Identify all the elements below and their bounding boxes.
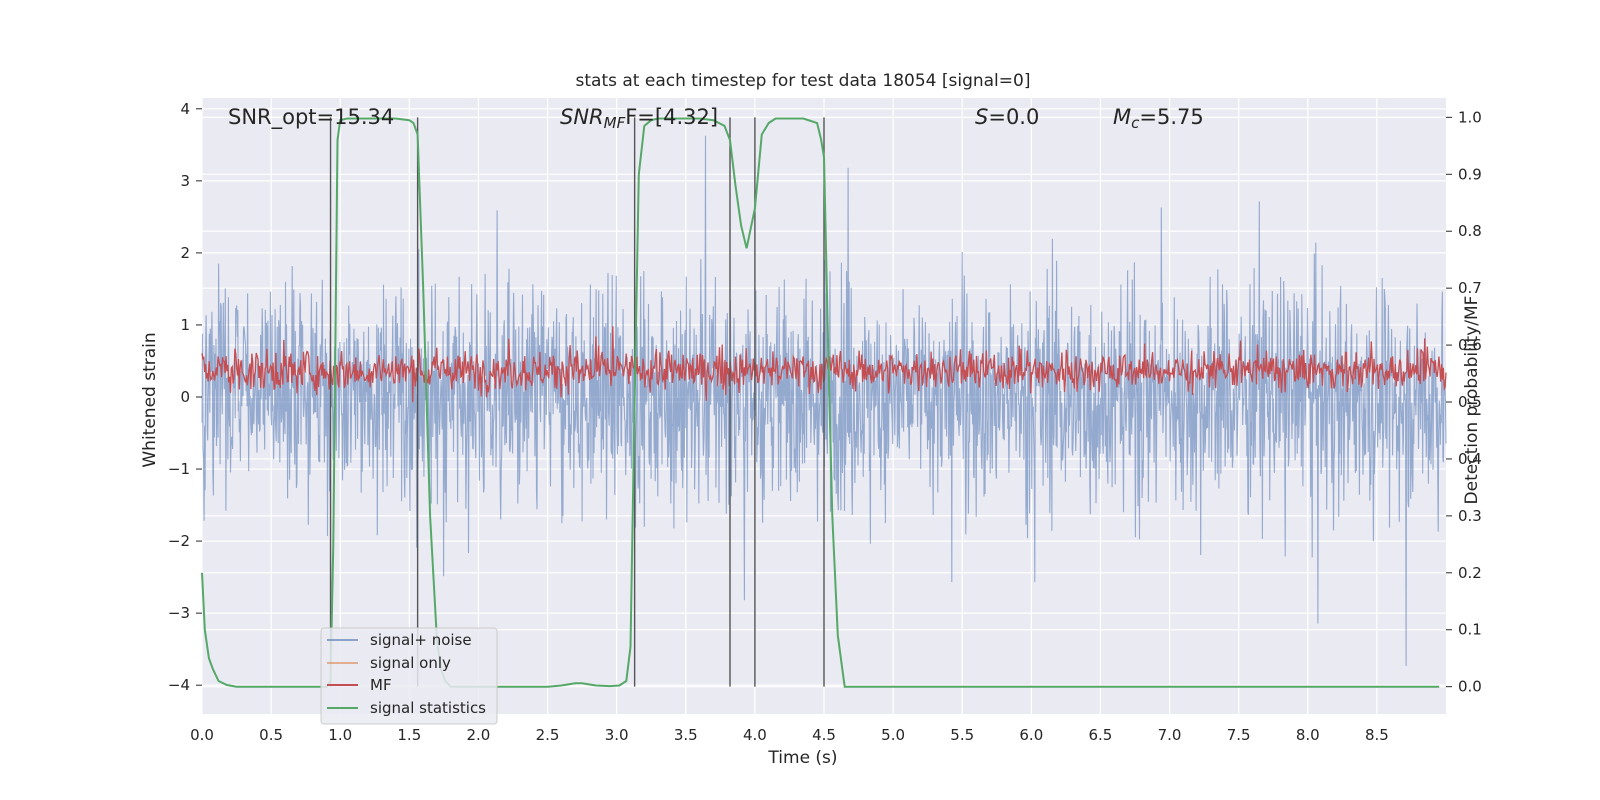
- annotation-snr-mf: SNRMFF=[4.32]: [560, 105, 718, 132]
- y-tick-label: −4: [168, 676, 190, 694]
- legend-box: [320, 627, 498, 725]
- mc-value: =5.75: [1139, 105, 1203, 129]
- y2-tick-label: 0.5: [1458, 393, 1482, 411]
- snr-mf-value: F=[4.32]: [625, 105, 718, 129]
- legend-label-stat: signal statistics: [370, 699, 486, 717]
- x-tick-label: 4.0: [743, 726, 767, 744]
- y2-tick-label: 0.1: [1458, 621, 1482, 639]
- x-tick-label: 3.5: [674, 726, 698, 744]
- y-tick-label: −2: [168, 532, 190, 550]
- y-tick-label: −3: [168, 604, 190, 622]
- annotation-s: S=0.0: [975, 105, 1039, 129]
- y-axis-label: Whitened strain: [140, 332, 160, 467]
- x-tick-label: 3.0: [605, 726, 629, 744]
- y2-tick-label: 0.0: [1458, 678, 1482, 696]
- snr-mf-subscript: MF: [604, 114, 626, 132]
- y-axis-right: 1.0 0.9 0.8 0.7 0.6 0.5 0.4 0.3 0.2 0.1 0.0: [1446, 108, 1482, 696]
- y2-axis-label: Detection probability/MF: [1462, 296, 1482, 505]
- x-tick-label: 5.0: [881, 726, 905, 744]
- y-tick-label: 1: [180, 316, 190, 334]
- x-tick-label: 0.0: [190, 726, 214, 744]
- y2-tick-label: 0.4: [1458, 450, 1482, 468]
- x-tick-label: 0.5: [259, 726, 283, 744]
- vertical-markers: [329, 117, 825, 687]
- s-symbol: S: [975, 105, 988, 129]
- x-tick-label: 1.5: [397, 726, 421, 744]
- chart-title: stats at each timestep for test data 180…: [576, 71, 1031, 91]
- y2-tick-label: 0.2: [1458, 564, 1482, 582]
- snr-mf-symbol: SNR: [560, 105, 604, 129]
- x-tick-label: 8.0: [1296, 726, 1320, 744]
- x-tick-label: 8.5: [1365, 726, 1389, 744]
- y2-tick-label: 0.6: [1458, 336, 1482, 354]
- x-tick-label: 7.5: [1227, 726, 1251, 744]
- y-tick-label: 0: [180, 388, 190, 406]
- y-tick-label: 3: [180, 172, 190, 190]
- y2-tick-label: 0.7: [1458, 279, 1482, 297]
- legend-label-signal: signal only: [370, 654, 451, 672]
- x-tick-label: 6.5: [1089, 726, 1113, 744]
- y2-tick-label: 0.8: [1458, 222, 1482, 240]
- annotation-snr-opt: SNR_opt=15.34: [228, 105, 394, 130]
- x-tick-label: 5.5: [950, 726, 974, 744]
- legend-label-noise: signal+ noise: [370, 631, 472, 649]
- annotation-mc: Mc=5.75: [1113, 105, 1204, 132]
- series-signal-statistics: [201, 117, 1440, 688]
- x-tick-label: 1.0: [328, 726, 352, 744]
- y2-tick-label: 0.9: [1458, 165, 1482, 183]
- x-tick-label: 2.0: [467, 726, 491, 744]
- legend-label-mf: MF: [370, 676, 392, 694]
- y-axis-left: 4 3 2 1 0 −1 −2 −3 −4: [168, 100, 202, 694]
- x-tick-label: 2.5: [536, 726, 560, 744]
- x-tick-label: 7.0: [1158, 726, 1182, 744]
- y2-tick-label: 0.3: [1458, 507, 1482, 525]
- mc-symbol: M: [1113, 105, 1131, 129]
- x-tick-label: 4.5: [812, 726, 836, 744]
- x-tick-label: 6.0: [1019, 726, 1043, 744]
- x-axis-label: Time (s): [767, 748, 837, 768]
- x-axis: 0.0 0.5 1.0 1.5 2.0 2.5 3.0 3.5 4.0 4.5 5.0 5.5 6.0 6…: [190, 726, 1389, 744]
- y-tick-label: 2: [180, 244, 190, 262]
- mc-subscript: c: [1131, 114, 1140, 132]
- y-tick-label: −1: [168, 460, 190, 478]
- s-value: =0.0: [988, 105, 1039, 129]
- statistics-line: [201, 117, 1440, 688]
- y-tick-label: 4: [180, 100, 190, 118]
- legend: signal+ noise signal only MF signal stat…: [320, 627, 498, 725]
- y2-tick-label: 1.0: [1458, 108, 1482, 126]
